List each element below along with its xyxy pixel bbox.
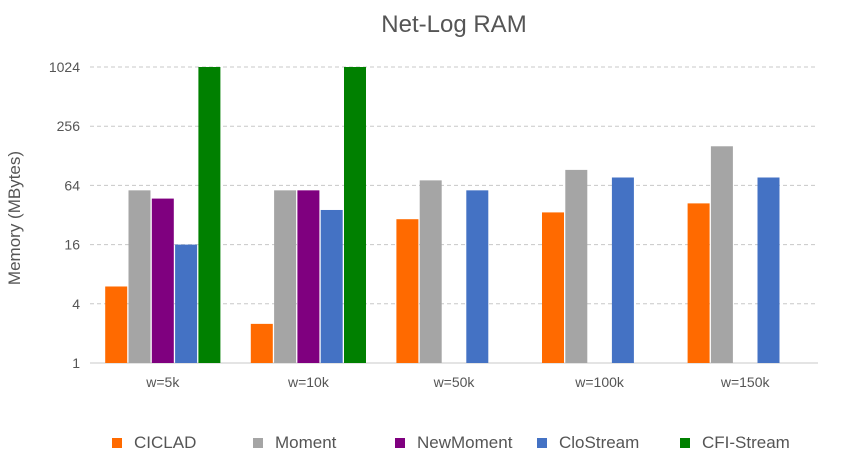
legend-swatch — [253, 438, 263, 448]
bars — [105, 67, 780, 363]
legend-swatch — [537, 438, 547, 448]
legend-label: CloStream — [559, 433, 639, 452]
bar-clostream-w50k — [466, 190, 489, 363]
bar-moment-w10k — [274, 190, 297, 363]
y-tick-label: 4 — [72, 296, 80, 312]
bar-moment-w100k — [565, 169, 588, 363]
y-tick-label: 256 — [57, 118, 81, 134]
legend-swatch — [680, 438, 690, 448]
bar-newmoment-w10k — [297, 190, 320, 363]
bar-ciclad-w100k — [542, 212, 564, 363]
bar-clostream-w5k — [175, 244, 198, 363]
y-axis-label: Memory (MBytes) — [5, 151, 24, 285]
bar-ciclad-w10k — [250, 323, 273, 363]
x-tick-label: w=10k — [287, 374, 330, 390]
chart-title: Net-Log RAM — [381, 11, 526, 38]
legend-swatch — [395, 438, 405, 448]
bar-clostream-w100k — [611, 177, 634, 363]
bar-clostream-w150k — [757, 177, 780, 363]
legend-swatch — [112, 438, 122, 448]
bar-clostream-w10k — [320, 209, 343, 363]
y-tick-label: 1024 — [49, 59, 80, 75]
legend-label: CFI-Stream — [702, 433, 790, 452]
bar-cfi-stream-w10k — [344, 67, 366, 363]
bar-moment-w5k — [128, 190, 151, 363]
bar-newmoment-w5k — [151, 198, 174, 363]
bar-ciclad-w5k — [105, 286, 128, 363]
x-tick-label: w=150k — [720, 374, 771, 390]
bar-ciclad-w50k — [396, 219, 419, 363]
x-tick-label: w=100k — [574, 374, 625, 390]
y-tick-labels: 1 4 16 64 256 1024 — [49, 59, 80, 371]
bar-ciclad-w150k — [687, 203, 710, 363]
bar-cfi-stream-w5k — [198, 67, 221, 363]
bar-moment-w50k — [419, 180, 442, 363]
legend: CICLAD Moment NewMoment CloStream CFI-Stream — [112, 433, 790, 452]
bar-moment-w150k — [710, 146, 733, 363]
x-tick-labels: w=5k w=10k w=50k w=100k w=150k — [145, 374, 770, 390]
legend-label: CICLAD — [134, 433, 196, 452]
legend-label: Moment — [275, 433, 337, 452]
y-tick-label: 64 — [64, 177, 80, 193]
x-tick-label: w=50k — [433, 374, 476, 390]
y-tick-label: 1 — [72, 355, 80, 371]
legend-label: NewMoment — [417, 433, 513, 452]
y-tick-label: 16 — [64, 237, 80, 253]
x-tick-label: w=5k — [145, 374, 180, 390]
